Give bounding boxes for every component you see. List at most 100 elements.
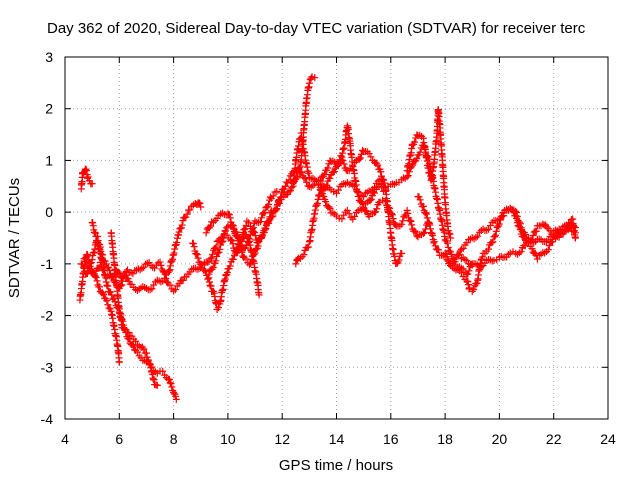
data-point-marker <box>198 261 206 269</box>
data-point-marker <box>82 258 90 266</box>
data-point-marker <box>496 216 504 224</box>
data-point-marker <box>251 249 259 257</box>
data-point-marker <box>335 159 343 167</box>
data-point-marker <box>286 187 294 195</box>
data-point-marker <box>246 261 254 269</box>
data-point-marker <box>225 211 233 219</box>
data-point-marker <box>213 249 221 257</box>
data-point-marker <box>320 193 328 201</box>
data-point-marker <box>138 264 146 272</box>
data-point-marker <box>380 176 388 184</box>
data-point-marker <box>398 220 406 228</box>
data-point-marker <box>269 212 277 220</box>
data-trace <box>107 229 180 403</box>
data-trace <box>316 122 389 212</box>
data-point-marker <box>245 219 253 227</box>
y-axis-title: SDTVAR / TECUs <box>6 178 23 298</box>
data-point-marker <box>250 251 258 259</box>
data-point-marker <box>213 252 221 260</box>
data-point-marker <box>356 154 364 162</box>
data-point-marker <box>389 215 397 223</box>
data-point-marker <box>229 221 237 229</box>
data-point-marker <box>216 245 224 253</box>
data-point-marker <box>241 225 249 233</box>
data-point-marker <box>528 245 536 253</box>
data-point-marker <box>519 233 527 241</box>
data-point-marker <box>447 234 455 242</box>
data-point-marker <box>443 253 451 261</box>
data-point-marker <box>395 256 403 264</box>
data-point-marker <box>209 287 217 295</box>
data-point-marker <box>248 256 256 264</box>
data-point-marker <box>489 238 497 246</box>
data-point-marker <box>430 238 438 246</box>
data-point-marker <box>485 245 493 253</box>
data-point-marker <box>455 250 463 258</box>
data-point-marker <box>238 233 246 241</box>
data-point-marker <box>140 345 148 353</box>
x-tick-label: 24 <box>600 431 616 447</box>
data-point-marker <box>275 199 283 207</box>
data-point-marker <box>197 203 205 211</box>
data-point-marker <box>419 202 427 210</box>
data-point-marker <box>381 187 389 195</box>
data-point-marker <box>85 263 93 271</box>
data-point-marker <box>161 274 169 282</box>
data-point-marker <box>377 168 385 176</box>
data-point-marker <box>214 304 222 312</box>
data-point-marker <box>229 255 237 263</box>
data-point-marker <box>175 228 183 236</box>
x-tick-label: 14 <box>329 431 345 447</box>
data-point-marker <box>423 214 431 222</box>
data-point-marker <box>261 226 269 234</box>
data-point-marker <box>474 232 482 240</box>
data-point-marker <box>230 225 238 233</box>
data-point-marker <box>205 270 213 278</box>
data-point-marker <box>153 381 161 389</box>
data-point-marker <box>288 184 296 192</box>
data-point-marker <box>122 329 130 337</box>
data-point-marker <box>229 222 237 230</box>
data-point-marker <box>118 277 126 285</box>
data-point-marker <box>194 254 202 262</box>
data-point-marker <box>104 301 112 309</box>
data-point-marker <box>304 243 312 251</box>
data-point-marker <box>211 244 219 252</box>
data-point-marker <box>559 230 567 238</box>
data-point-marker <box>172 395 180 403</box>
data-point-marker <box>411 227 419 235</box>
data-point-marker <box>193 251 201 259</box>
x-tick-label: 12 <box>274 431 290 447</box>
data-point-marker <box>371 189 379 197</box>
data-point-marker <box>517 248 525 256</box>
data-point-marker <box>242 255 250 263</box>
data-point-marker <box>251 232 259 240</box>
data-point-marker <box>226 262 234 270</box>
data-point-marker <box>153 276 161 284</box>
data-point-marker <box>236 237 244 245</box>
data-point-marker <box>372 208 380 216</box>
data-trace <box>189 230 263 313</box>
data-point-marker <box>166 379 174 387</box>
x-tick-label: 22 <box>546 431 562 447</box>
data-point-marker <box>407 217 415 225</box>
data-point-marker <box>208 254 216 262</box>
data-point-marker <box>326 174 334 182</box>
data-point-marker <box>512 214 520 222</box>
data-point-marker <box>168 383 176 391</box>
data-point-marker <box>321 170 329 178</box>
data-point-marker <box>247 260 255 268</box>
data-point-marker <box>363 207 371 215</box>
data-point-marker <box>120 324 128 332</box>
data-point-marker <box>472 280 480 288</box>
data-point-marker <box>562 226 570 234</box>
data-point-marker <box>150 281 158 289</box>
data-point-marker <box>157 278 165 286</box>
data-point-marker <box>111 298 119 306</box>
x-tick-label: 4 <box>61 431 69 447</box>
data-point-marker <box>403 206 411 214</box>
y-tick-label: -3 <box>41 359 54 375</box>
data-point-marker <box>329 168 337 176</box>
data-point-marker <box>422 210 430 218</box>
